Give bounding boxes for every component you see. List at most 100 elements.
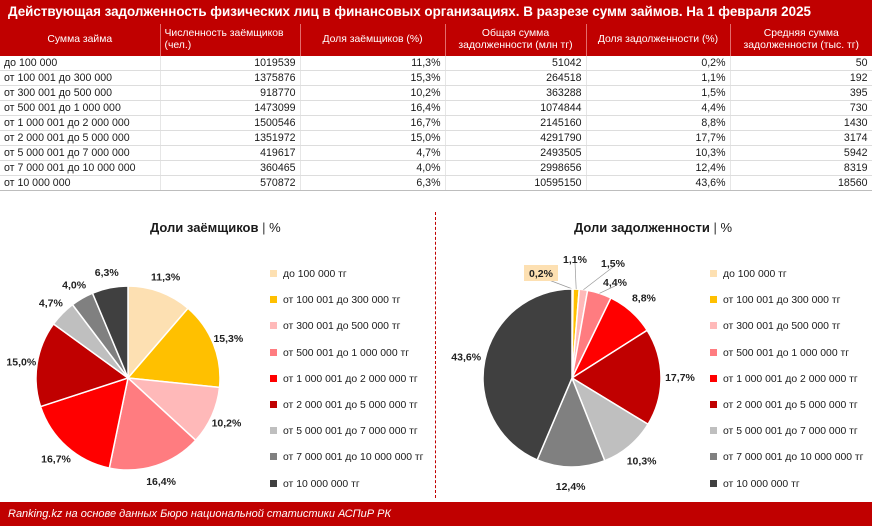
- table-header: Сумма займа: [0, 24, 161, 56]
- table-cell: 363288: [445, 85, 587, 101]
- chart-title-separator: |: [262, 220, 266, 235]
- pie-data-label: 1,1%: [563, 254, 588, 266]
- chart-title-borrowers: Доли заёмщиков | %: [150, 220, 281, 235]
- table-row: до 100 000 1019539 11,3% 51042 0,2% 50: [0, 56, 872, 71]
- table-row: от 2 000 001 до 5 000 000 1351972 15,0% 429…: [0, 130, 872, 146]
- legend-swatch: [710, 374, 717, 382]
- legend-label: от 100 001 до 300 000 тг: [723, 295, 841, 307]
- table-cell: от 300 001 до 500 000: [0, 85, 161, 101]
- legend-item: от 500 001 до 1 000 000 тг: [710, 347, 849, 361]
- table-cell: от 100 001 до 300 000: [0, 70, 161, 86]
- legend-label: от 10 000 000 тг: [283, 478, 360, 490]
- table-cell: от 7 000 001 до 10 000 000: [0, 160, 161, 176]
- table-cell: 4,4%: [586, 100, 731, 116]
- legend-label: от 300 001 до 500 000 тг: [283, 321, 401, 333]
- table-cell: 1375876: [160, 70, 301, 86]
- legend-label: от 300 001 до 500 000 тг: [723, 321, 841, 333]
- legend-swatch: [710, 479, 717, 487]
- table-cell: 4291790: [445, 130, 587, 146]
- table-cell: до 100 000: [0, 56, 161, 71]
- chart-title-unit: %: [269, 220, 281, 235]
- pie-slice: [108, 376, 197, 471]
- table-cell: 8,8%: [586, 115, 731, 131]
- table-cell: 1473099: [160, 100, 301, 116]
- legend-item: до 100 000 тг: [270, 268, 347, 282]
- legend-item: от 500 001 до 1 000 000 тг: [270, 347, 409, 361]
- legend-item: от 2 000 001 до 5 000 000 тг: [270, 399, 418, 413]
- table-row: от 100 001 до 300 000 1375876 15,3% 264518 1…: [0, 70, 872, 86]
- legend-label: до 100 000 тг: [283, 269, 347, 280]
- pie-leader-line: [599, 285, 616, 294]
- pie-data-label: 15,0%: [6, 356, 36, 368]
- pie-data-label: 8,8%: [632, 292, 657, 304]
- pie-data-label: 10,2%: [212, 417, 242, 429]
- table-cell: 192: [730, 70, 872, 86]
- pie-slice: [127, 285, 190, 381]
- table-cell: 43,6%: [586, 175, 731, 191]
- legend-label: от 7 000 001 до 10 000 000 тг: [283, 452, 424, 464]
- legend-item: от 5 000 001 до 7 000 000 тг: [270, 425, 418, 439]
- legend-item: от 100 001 до 300 000 тг: [270, 294, 400, 308]
- legend-swatch: [270, 348, 277, 356]
- table-cell: 10,2%: [300, 85, 446, 101]
- legend-swatch: [710, 270, 717, 277]
- table-cell: 1351972: [160, 130, 301, 146]
- table-cell: 3174: [730, 130, 872, 146]
- legend-item: от 7 000 001 до 10 000 000 тг: [270, 451, 423, 465]
- table-cell: 395: [730, 85, 872, 101]
- pie-data-label: 43,6%: [451, 351, 481, 363]
- table-row: от 500 001 до 1 000 000 1473099 16,4% 10748…: [0, 100, 872, 116]
- legend-swatch: [270, 479, 277, 487]
- table-cell: 0,2%: [586, 56, 731, 71]
- table-cell: 360465: [160, 160, 301, 176]
- table-cell: 10595150: [445, 175, 587, 191]
- table-header: Доля задолженности (%): [586, 24, 731, 56]
- table-row: от 1 000 001 до 2 000 000 1500546 16,7% 214…: [0, 115, 872, 131]
- chart-title-text: Доли задолженности: [574, 220, 710, 235]
- table-row: от 7 000 001 до 10 000 000 360465 4,0% 2998…: [0, 160, 872, 176]
- table-cell: от 2 000 001 до 5 000 000: [0, 130, 161, 146]
- table-cell: от 1 000 001 до 2 000 000: [0, 115, 161, 131]
- legend-swatch: [710, 427, 717, 435]
- table-header: Средняя сумма задолженности (тыс. тг): [730, 24, 872, 56]
- legend-label: от 2 000 001 до 5 000 000 тг: [283, 400, 418, 411]
- legend-item: от 10 000 000 тг: [270, 478, 360, 492]
- legend-label: от 500 001 до 1 000 000 тг: [723, 347, 850, 359]
- legend-swatch: [270, 374, 277, 382]
- pie-data-label: 17,7%: [665, 372, 695, 384]
- legend-item: от 300 001 до 500 000 тг: [710, 320, 840, 334]
- legend-item: от 300 001 до 500 000 тг: [270, 320, 400, 334]
- pie-data-label: 4,4%: [603, 277, 628, 289]
- legend-label: от 5 000 001 до 7 000 000 тг: [723, 426, 858, 438]
- chart-title-unit: %: [720, 220, 733, 235]
- legend-swatch: [270, 401, 277, 408]
- table-row: от 300 001 до 500 000 918770 10,2% 363288 1,…: [0, 85, 872, 101]
- table-cell: 1019539: [160, 56, 301, 71]
- table-cell: 17,7%: [586, 130, 731, 146]
- table-cell: 264518: [445, 70, 587, 86]
- pie-slice: [482, 288, 573, 461]
- table-cell: 2998656: [445, 160, 587, 176]
- table-cell: 2493505: [445, 145, 587, 161]
- table-cell: 1074844: [445, 100, 587, 116]
- pie-data-label: 16,4%: [146, 476, 176, 488]
- table-cell: 570872: [160, 175, 301, 191]
- table-cell: 8319: [730, 160, 872, 176]
- legend-item: от 5 000 001 до 7 000 000 тг: [710, 425, 858, 439]
- legend-swatch: [710, 296, 717, 304]
- table-header-row: Сумма займа Численность заёмщиков (чел.)…: [0, 24, 872, 56]
- pie-data-label: 15,3%: [213, 333, 243, 345]
- table-cell: 16,7%: [300, 115, 446, 131]
- table-cell: 15,3%: [300, 70, 446, 86]
- legend-swatch: [270, 270, 277, 277]
- table-cell: 419617: [160, 145, 301, 161]
- pie-data-label: 4,7%: [39, 297, 64, 309]
- pie-data-label: 16,7%: [41, 454, 71, 466]
- table-cell: от 5 000 001 до 7 000 000: [0, 145, 161, 161]
- table-cell: 1430: [730, 115, 872, 131]
- table-cell: 1,5%: [586, 85, 731, 101]
- table-cell: 2145160: [445, 115, 587, 131]
- legend-label: от 10 000 000 тг: [723, 478, 800, 490]
- legend-item: от 7 000 001 до 10 000 000 тг: [710, 451, 863, 465]
